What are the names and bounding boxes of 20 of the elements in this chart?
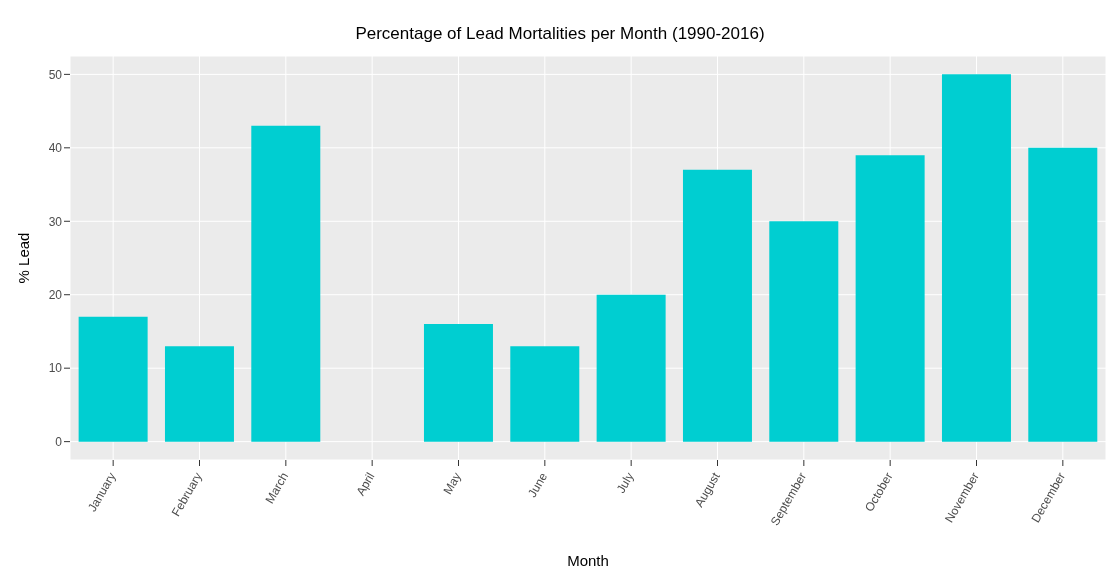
y-tick-label: 0 bbox=[55, 434, 63, 449]
bar bbox=[251, 125, 321, 442]
bar bbox=[769, 221, 839, 442]
bar bbox=[596, 294, 666, 442]
y-tick-label: 50 bbox=[48, 67, 63, 82]
y-tick-label: 30 bbox=[48, 214, 63, 229]
x-axis-title: Month bbox=[567, 552, 609, 569]
bar bbox=[164, 346, 234, 442]
y-tick-label: 10 bbox=[48, 361, 63, 376]
y-tick-label: 40 bbox=[48, 141, 63, 156]
bar bbox=[78, 316, 148, 442]
y-axis-title: % Lead bbox=[15, 232, 33, 284]
bar bbox=[423, 324, 493, 442]
chart-title: Percentage of Lead Mortalities per Month (1990-2016) bbox=[354, 23, 766, 45]
bar bbox=[682, 169, 752, 442]
y-tick-label: 20 bbox=[48, 287, 63, 302]
bar bbox=[855, 155, 925, 442]
bar bbox=[1028, 147, 1098, 442]
bar bbox=[510, 346, 580, 442]
bar bbox=[941, 74, 1011, 442]
